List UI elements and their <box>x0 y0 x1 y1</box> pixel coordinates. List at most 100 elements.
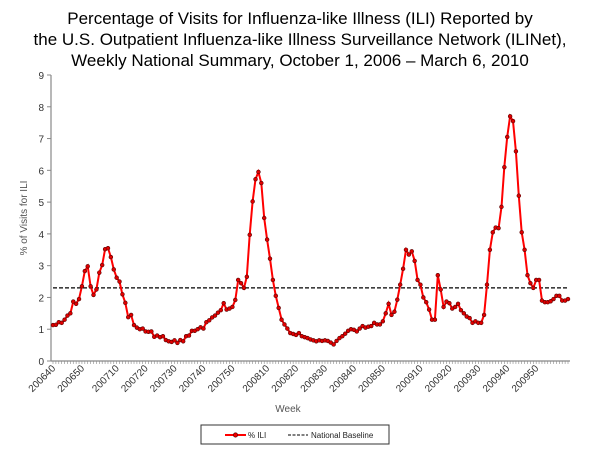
x-tick-label: 200650 <box>56 363 88 395</box>
chart-title-line-3: Weekly National Summary, October 1, 2006… <box>71 51 529 70</box>
ili-data-point <box>424 300 429 305</box>
ili-data-point <box>392 309 397 314</box>
ili-data-point <box>267 256 273 261</box>
x-tick-label: 200850 <box>357 363 389 395</box>
ili-data-point <box>536 277 542 283</box>
ili-data-point <box>380 319 386 324</box>
ili-data-point <box>175 340 180 346</box>
ili-data-point <box>71 299 76 304</box>
ili-data-point <box>97 270 102 275</box>
ili-data-point <box>389 312 394 318</box>
ili-data-point <box>461 311 467 316</box>
ili-data-point <box>458 307 464 313</box>
legend-baseline-label: National Baseline <box>311 431 374 440</box>
ili-data-point <box>59 320 64 326</box>
x-tick-label: 200910 <box>394 363 426 395</box>
x-tick-label: 200750 <box>206 363 238 395</box>
ili-data-point <box>91 292 96 298</box>
ili-data-point <box>62 317 67 322</box>
ili-data-point <box>397 282 403 287</box>
ili-data-point <box>215 310 221 315</box>
ili-data-point <box>282 322 287 327</box>
y-tick-label: 6 <box>38 166 44 177</box>
x-tick-label: 200810 <box>241 363 273 395</box>
ili-data-point <box>507 114 513 119</box>
ili-data-point <box>85 264 90 269</box>
ili-data-point <box>357 326 362 331</box>
chart-title-line-2: the U.S. Outpatient Influenza-like Illne… <box>34 30 567 49</box>
ili-data-point <box>128 312 134 318</box>
ili-data-point <box>565 296 571 302</box>
ili-data-point <box>557 293 562 299</box>
ili-data-point <box>409 249 414 254</box>
ili-data-point <box>111 267 116 272</box>
ili-data-point <box>522 247 527 252</box>
ili-data-point <box>499 204 504 210</box>
ili-data-point <box>114 275 119 280</box>
ili-data-point <box>126 314 131 320</box>
y-tick-label: 2 <box>38 293 44 304</box>
ili-data-point <box>421 295 426 300</box>
y-tick-label: 5 <box>38 198 44 209</box>
ili-data-point <box>412 258 417 264</box>
ili-data-point <box>279 317 284 322</box>
x-tick-label: 200920 <box>423 363 455 395</box>
ili-data-point <box>447 300 452 306</box>
ili-data-point <box>68 311 73 316</box>
y-tick-label: 3 <box>38 262 44 273</box>
ili-data-point <box>403 247 409 252</box>
x-tick-label: 200840 <box>328 363 360 395</box>
ili-data-point <box>140 326 145 331</box>
ili-data-point <box>481 312 487 318</box>
ili-data-point <box>406 252 412 257</box>
ili-data-point <box>212 313 218 318</box>
ili-data-point <box>264 237 270 242</box>
ili-data-point <box>441 304 446 310</box>
ili-data-point <box>528 280 533 286</box>
ili-data-point <box>117 279 122 284</box>
y-tick-label: 9 <box>38 71 44 82</box>
ili-data-point <box>149 329 154 334</box>
ili-data-point <box>233 297 238 303</box>
ili-data-point <box>551 296 556 302</box>
ili-data-point <box>123 300 128 306</box>
ili-data-point <box>285 326 290 331</box>
ili-data-point <box>65 313 70 318</box>
ili-data-point <box>383 311 388 316</box>
ili-data-point <box>296 330 302 336</box>
ili-data-point <box>426 307 432 312</box>
ili-series-line <box>52 113 569 346</box>
ili-data-point <box>525 273 530 278</box>
ili-data-point <box>490 230 495 235</box>
ili-data-point <box>270 277 276 283</box>
ili-data-point <box>438 287 443 292</box>
ili-data-point <box>487 247 493 252</box>
ili-data-point <box>519 230 524 235</box>
y-tick-label: 7 <box>38 135 44 146</box>
ili-data-point <box>496 225 501 231</box>
ili-data-point <box>238 280 244 286</box>
ili-data-point <box>221 300 226 306</box>
ili-data-point <box>108 254 114 260</box>
ili-data-point <box>377 322 383 327</box>
ili-data-point <box>76 296 82 302</box>
ili-data-point <box>479 320 484 326</box>
ili-data-point <box>120 292 125 297</box>
ili-data-point <box>400 266 406 272</box>
ili-data-point <box>467 315 472 321</box>
ili-data-point <box>418 282 423 287</box>
x-tick-label: 200830 <box>299 363 331 395</box>
x-tick-label: 200730 <box>148 363 180 395</box>
ili-data-point <box>502 164 507 170</box>
ili-data-point <box>369 323 374 329</box>
y-axis-label: % of Visits for ILI <box>19 181 30 256</box>
x-tick-label: 200740 <box>177 363 209 395</box>
ili-data-point <box>218 307 224 313</box>
y-tick-label: 0 <box>38 357 44 368</box>
ili-data-point <box>244 274 250 279</box>
x-tick-label: 200940 <box>481 363 513 395</box>
ili-data-point <box>452 304 458 310</box>
ili-data-point <box>484 282 490 287</box>
y-tick-label: 1 <box>38 325 44 336</box>
